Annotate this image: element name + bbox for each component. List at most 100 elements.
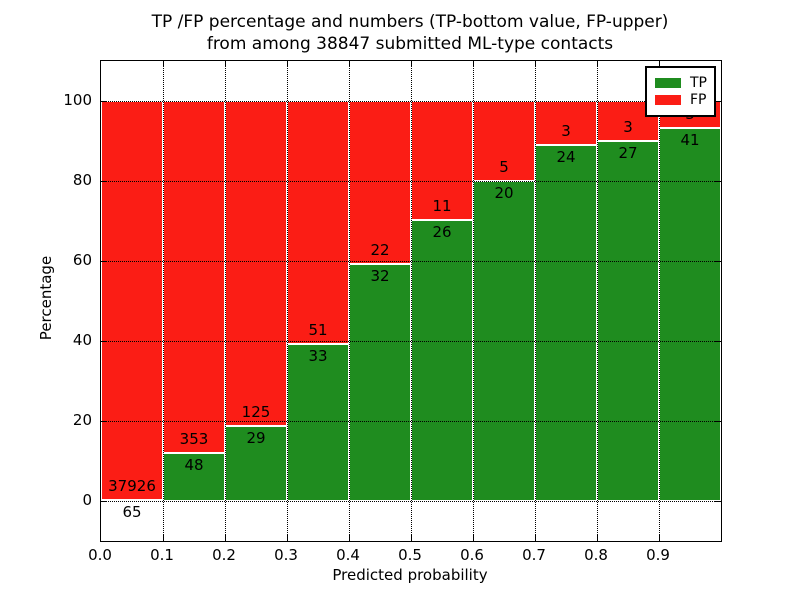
fp-value-label: 3 [623,118,633,136]
tp-value-label: 41 [680,131,700,150]
tp-value-label: 27 [618,144,638,162]
x-axis-tick [472,535,474,541]
x-gridline [287,61,288,541]
x-axis-label: Predicted probability [332,566,488,584]
x-axis-tick [596,61,598,67]
x-gridline [163,61,164,541]
x-tick-label: 0.9 [646,546,670,564]
x-tick-label: 0.6 [460,546,484,564]
y-tick-label: 20 [72,411,92,429]
y-axis-tick [101,260,107,262]
fp-bar-segment [225,101,287,426]
fp-bar-segment [349,101,411,264]
y-axis-tick [715,420,721,422]
chart-title-line1: TP /FP percentage and numbers (TP-bottom… [151,12,669,32]
x-axis-tick [286,535,288,541]
x-tick-label: 0.1 [150,546,174,564]
y-axis-tick [715,100,721,102]
tp-value-label: 24 [556,148,576,167]
x-axis-tick [534,61,536,67]
tp-bar-segment [535,145,597,501]
y-axis-tick [101,180,107,182]
chart-title-line2: from among 38847 submitted ML-type conta… [206,34,614,55]
legend-item-tp: TP [655,76,714,90]
x-axis-tick [348,61,350,67]
x-axis-tick [658,61,660,67]
y-axis-tick [101,500,107,502]
tp-value-label: 48 [184,456,204,475]
fp-value-label: 11 [432,196,452,215]
fp-bar-segment [101,101,163,501]
y-axis-tick [101,420,107,422]
tp-value-label: 33 [308,346,328,365]
tp-value-label: 32 [370,266,390,285]
legend-item-fp: FP [655,93,714,107]
x-axis-tick [224,61,226,67]
y-tick-label: 80 [72,171,92,189]
tp-bar-segment [349,263,411,501]
x-axis-tick [162,61,164,67]
legend-swatch-fp-icon [655,95,681,105]
tp-value-label: 65 [122,503,142,522]
x-tick-label: 0.0 [88,546,112,564]
legend-label-tp: TP [690,75,707,91]
tp-bar-segment [287,343,349,501]
x-axis-tick [348,535,350,541]
tp-bar-segment [411,219,473,501]
x-tick-label: 0.3 [274,546,298,564]
fp-value-label: 353 [179,430,209,449]
x-axis-tick [410,535,412,541]
legend-swatch-tp-icon [655,78,681,88]
tp-value-label: 29 [246,428,266,447]
tp-bar-segment [597,141,659,501]
y-axis-tick [715,340,721,342]
fp-bar-segment [287,101,349,344]
fp-value-label: 51 [308,320,328,339]
tp-bar-segment [163,453,225,501]
x-axis-tick [410,61,412,67]
fp-value-label: 125 [241,402,271,421]
y-axis-tick [715,500,721,502]
x-tick-label: 0.7 [522,546,546,564]
x-axis-tick [472,61,474,67]
x-gridline [411,61,412,541]
y-axis-tick [101,100,107,102]
fp-value-label: 3 [561,122,571,141]
x-axis-tick [286,61,288,67]
fp-bar-segment [163,101,225,454]
x-gridline [349,61,350,541]
y-tick-label: 60 [72,251,92,269]
fp-value-label: 37926 [108,477,156,496]
x-tick-label: 0.2 [212,546,236,564]
y-axis-label: Percentage [37,255,55,341]
fp-bar-segment [473,101,535,181]
tp-value-label: 20 [494,184,514,202]
legend-label-fp: FP [690,92,707,108]
fp-value-label: 5 [499,158,509,176]
y-axis-tick [715,180,721,182]
x-gridline [659,61,660,541]
legend: TP FP [645,66,716,117]
x-axis-tick [658,535,660,541]
y-axis-tick [101,340,107,342]
tp-bar-segment [659,128,721,501]
y-tick-label: 40 [72,331,92,349]
x-axis-tick [534,535,536,541]
x-tick-label: 0.8 [584,546,608,564]
x-gridline [597,61,598,541]
x-axis-tick [596,535,598,541]
x-tick-label: 0.5 [398,546,422,564]
x-axis-tick [162,535,164,541]
chart-title: TP /FP percentage and numbers (TP-bottom… [100,11,720,56]
x-gridline [535,61,536,541]
x-axis-tick [224,535,226,541]
y-tick-label: 100 [63,91,92,109]
x-gridline [225,61,226,541]
fp-value-label: 22 [370,240,390,259]
x-tick-label: 0.4 [336,546,360,564]
y-tick-label: 0 [82,491,92,509]
tp-value-label: 26 [432,222,452,241]
x-gridline [473,61,474,541]
plot-area: 3792665353481252951332232112652032432734… [100,60,722,542]
